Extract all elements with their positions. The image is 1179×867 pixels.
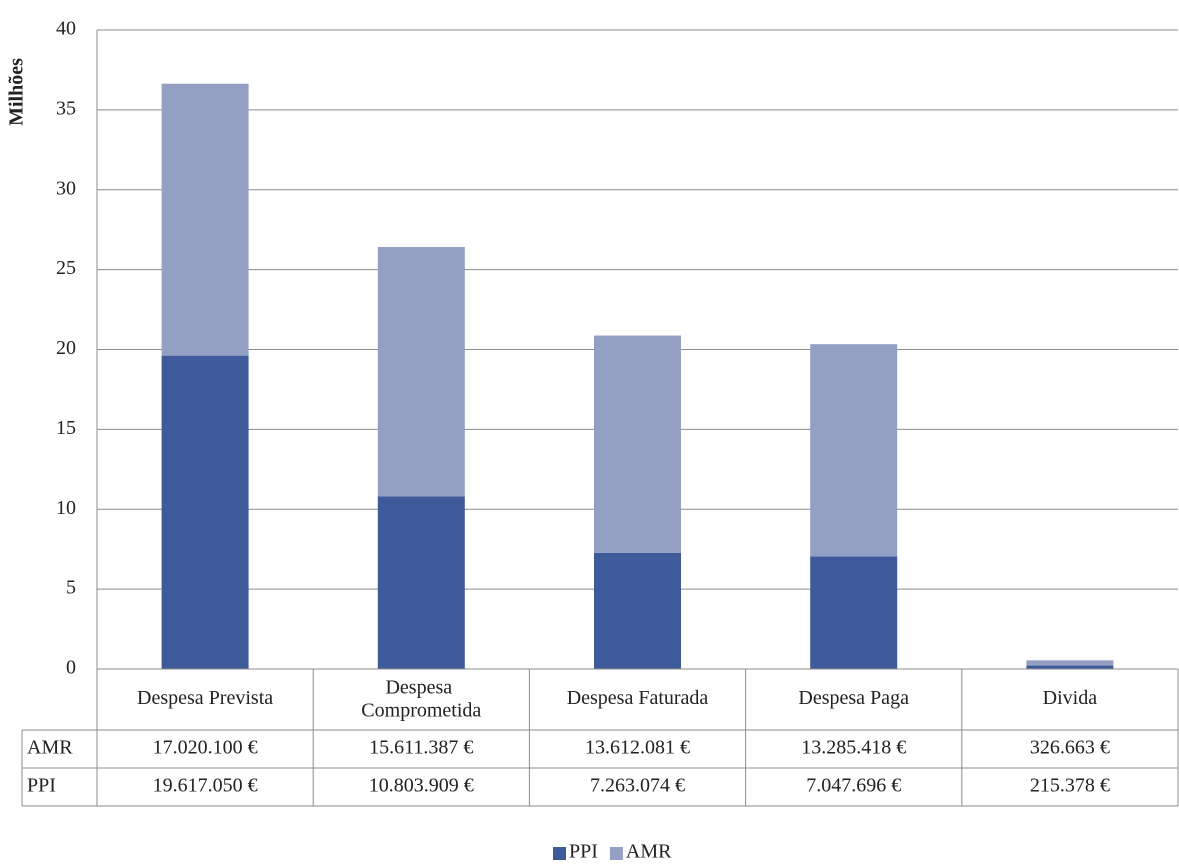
table-row-label: PPI (27, 775, 56, 797)
legend-label: AMR (626, 841, 672, 863)
x-tick-label: Despesa Comprometida (361, 676, 481, 721)
bar-segment (594, 335, 681, 553)
bar-segment (161, 355, 249, 669)
y-tick-label: 15 (56, 417, 76, 439)
x-tick-label: Despesa Faturada (567, 687, 709, 709)
legend-label: PPI (569, 841, 598, 863)
legend-swatch (553, 847, 566, 860)
table-value: 7.047.696 € (806, 775, 901, 797)
table-value: 19.617.050 € (153, 775, 258, 797)
bar-segment (1026, 660, 1114, 666)
x-tick-label: Despesa Prevista (137, 687, 273, 709)
table-value: 7.263.074 € (590, 775, 685, 797)
y-tick-label: 30 (56, 177, 76, 199)
legend-swatch (609, 847, 623, 860)
table-value: 326.663 € (1030, 737, 1110, 759)
y-tick-label: 35 (56, 97, 76, 119)
bar-segment (377, 247, 465, 497)
table-value: 13.285.418 € (801, 737, 906, 759)
bar-segment (1026, 665, 1114, 669)
x-tick-label: Despesa Paga (798, 687, 909, 709)
y-tick-label: 40 (56, 18, 76, 40)
y-tick-label: 10 (56, 497, 76, 519)
table-value: 10.803.909 € (369, 775, 474, 797)
table-value: 13.612.081 € (585, 737, 690, 759)
bar-segment (810, 344, 898, 557)
bar-segment (377, 496, 465, 669)
table-value: 17.020.100 € (153, 737, 258, 759)
table-row-label: AMR (27, 737, 73, 759)
y-tick-label: 5 (66, 577, 76, 599)
y-tick-label: 20 (56, 337, 76, 359)
table-value: 15.611.387 € (369, 737, 473, 759)
x-tick-label: Divida (1043, 687, 1098, 709)
y-tick-label: 25 (56, 257, 76, 279)
y-tick-label: 0 (66, 657, 76, 679)
table-value: 215.378 € (1030, 775, 1110, 797)
y-axis-label: Milhões (6, 58, 28, 126)
bar-segment (810, 556, 898, 669)
bar-segment (161, 83, 249, 356)
bar-segment (594, 552, 681, 669)
